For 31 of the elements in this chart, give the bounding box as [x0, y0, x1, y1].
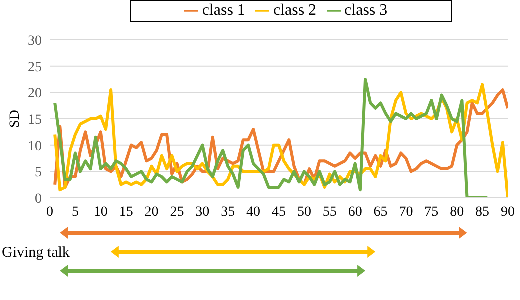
x-tick-label: 50 — [297, 204, 312, 220]
y-tick-label: 5 — [35, 166, 42, 181]
y-axis-title: SD — [8, 110, 23, 128]
x-tick-label: 60 — [348, 204, 362, 220]
legend-label: class 3 — [344, 2, 388, 19]
x-tick-label: 40 — [246, 204, 261, 220]
x-tick-label: 20 — [144, 204, 159, 220]
x-tick-label: 10 — [94, 204, 108, 220]
x-tick-label: 35 — [221, 204, 236, 220]
y-tick-label: 25 — [28, 60, 42, 76]
x-tick-label: 65 — [374, 204, 388, 220]
x-tick-label: 90 — [501, 204, 515, 220]
x-tick-label: 55 — [322, 204, 337, 220]
x-tick-label: 25 — [170, 204, 184, 220]
legend-label: class 1 — [202, 2, 246, 19]
x-tick-label: 30 — [196, 204, 210, 220]
y-tick-label: 10 — [28, 139, 42, 154]
y-tick-label: 30 — [28, 34, 42, 49]
x-tick-label: 80 — [450, 204, 464, 220]
x-tick-label: 15 — [119, 204, 134, 220]
x-tick-label: 70 — [399, 204, 414, 220]
x-tick-label: 5 — [72, 204, 79, 220]
x-tick-label: 0 — [46, 204, 54, 220]
y-tick-label: 15 — [28, 112, 42, 128]
x-tick-label: 85 — [476, 204, 490, 220]
legend-label: class 2 — [273, 2, 317, 19]
text: Giving talk — [2, 245, 70, 261]
x-tick-label: 75 — [424, 204, 439, 220]
x-tick-label: 45 — [272, 204, 286, 220]
y-tick-label: 20 — [28, 86, 42, 102]
y-tick-label: 0 — [35, 192, 42, 207]
